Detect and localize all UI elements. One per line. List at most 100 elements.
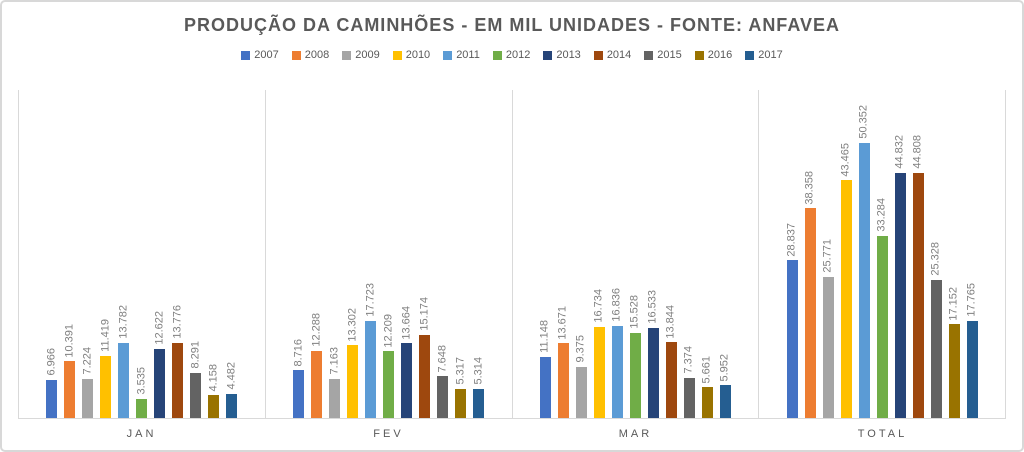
bar-value-label: 13.664 [400, 305, 413, 340]
bar-2016-fev [455, 388, 467, 418]
legend-label: 2016 [707, 49, 733, 61]
bar-2013-mar [647, 327, 659, 418]
legend-item-2008: 2008 [291, 49, 330, 61]
bar-2007-jan [46, 379, 58, 418]
bar-2015-fev [437, 376, 449, 418]
category-label-jan: JAN [126, 428, 157, 440]
legend-item-2012: 2012 [492, 49, 531, 61]
bar-column-2010-mar: 16.734 [592, 90, 605, 418]
bar-2011-jan [118, 342, 130, 418]
bar-column-2012-jan: 3.535 [135, 90, 148, 418]
bar-value-label: 5.952 [718, 353, 731, 382]
bar-column-2009-jan: 7.224 [81, 90, 94, 418]
legend-label: 2014 [606, 49, 632, 61]
bar-2014-fev [419, 335, 431, 418]
category-axis: JAN FEV MAR TOTAL [18, 419, 1006, 450]
bar-column-2007-fev: 8.716 [292, 90, 305, 418]
bar-column-2008-total: 38.358 [803, 90, 816, 418]
bar-value-label: 13.782 [117, 305, 130, 339]
bar-2014-total [912, 173, 924, 418]
bar-value-label: 5.314 [472, 357, 485, 385]
bar-2010-jan [100, 355, 112, 418]
bar-column-2008-jan: 10.391 [63, 90, 76, 418]
bar-column-2016-mar: 5.661 [700, 90, 713, 418]
bar-column-2015-fev: 7.648 [436, 90, 449, 418]
chart-title: PRODUÇÃO DA CAMINHÕES - EM MIL UNIDADES … [183, 15, 840, 35]
bar-column-2013-mar: 16.533 [646, 90, 659, 418]
bar-2009-total [822, 277, 834, 418]
legend-swatch-icon [291, 50, 301, 60]
legend-swatch-icon [392, 50, 402, 60]
legend-swatch-icon [443, 50, 453, 60]
bar-2008-fev [311, 350, 323, 418]
bar-value-label: 15.528 [628, 295, 641, 330]
legend-label: 2007 [254, 49, 279, 61]
bar-column-2015-total: 25.328 [930, 90, 942, 418]
bar-value-label: 13.671 [556, 305, 569, 340]
bar-2013-jan [154, 349, 166, 418]
bar-column-2011-jan: 13.782 [117, 90, 130, 418]
bar-value-label: 9.375 [574, 335, 587, 363]
bar-column-2012-total: 33.284 [875, 90, 888, 418]
bar-value-label: 16.533 [646, 289, 659, 324]
bar-column-2017-fev: 5.314 [472, 90, 485, 418]
bar-2016-total [948, 324, 960, 418]
legend-label: 2008 [304, 49, 330, 61]
legend-swatch-icon [694, 50, 704, 60]
bar-2013-fev [401, 343, 413, 418]
bar-2017-total [966, 320, 978, 418]
bar-2007-total [786, 260, 798, 418]
category-label-total: TOTAL [857, 428, 908, 440]
bar-2010-mar [593, 326, 605, 418]
bar-value-label: 16.734 [592, 288, 605, 323]
category-group-jan: 6.966 10.391 7.224 11.419 13.782 3.535 12.622 1… [18, 90, 265, 418]
bar-2009-fev [329, 378, 341, 418]
bar-value-label: 38.358 [803, 170, 816, 205]
bar-value-label: 5.317 [454, 357, 467, 385]
legend-item-2011: 2011 [443, 49, 480, 61]
bar-value-label: 12.622 [153, 311, 166, 345]
bar-value-label: 7.648 [436, 344, 449, 373]
legend-swatch-icon [593, 50, 603, 60]
bar-column-2017-total: 17.765 [965, 90, 978, 418]
bar-value-label: 13.302 [346, 307, 359, 342]
legend-label: 2009 [355, 49, 380, 61]
bar-2009-jan [82, 378, 94, 418]
bar-2008-jan [64, 361, 76, 418]
bar-column-2016-fev: 5.317 [454, 90, 467, 418]
bar-value-label: 4.158 [207, 363, 220, 392]
bar-column-2009-total: 25.771 [822, 90, 834, 418]
bar-value-label: 13.776 [171, 305, 184, 339]
bar-value-label: 7.224 [81, 346, 94, 375]
bar-column-2013-jan: 12.622 [153, 90, 166, 418]
bar-value-label: 17.765 [965, 283, 978, 317]
bar-value-label: 33.284 [875, 198, 888, 233]
bar-2010-fev [347, 345, 359, 418]
bar-value-label: 44.832 [893, 135, 906, 169]
bar-value-label: 12.288 [310, 313, 323, 347]
legend-swatch-icon [492, 50, 502, 60]
bar-2010-total [840, 180, 852, 418]
bar-column-2013-fev: 13.664 [400, 90, 413, 418]
legend-swatch-icon [241, 50, 251, 60]
bar-column-2007-jan: 6.966 [45, 90, 58, 418]
legend-label: 2012 [505, 49, 531, 61]
bar-value-label: 7.374 [682, 346, 695, 374]
bar-value-label: 8.716 [292, 338, 305, 367]
bar-column-2013-total: 44.832 [893, 90, 906, 418]
bar-column-2007-mar: 11.148 [539, 90, 551, 418]
bar-2011-fev [365, 321, 377, 418]
bar-column-2012-mar: 15.528 [628, 90, 641, 418]
bar-column-2015-mar: 7.374 [682, 90, 695, 418]
bar-column-2007-total: 28.837 [786, 90, 798, 418]
bar-2008-mar [557, 343, 569, 418]
bar-2017-fev [473, 388, 485, 418]
bar-column-2014-fev: 15.174 [418, 90, 431, 418]
bar-column-2009-mar: 9.375 [574, 90, 587, 418]
bar-value-label: 12.209 [382, 313, 395, 348]
category-label-fev: FEV [373, 428, 404, 440]
bar-2014-jan [172, 342, 184, 418]
bar-column-2008-fev: 12.288 [310, 90, 323, 418]
bar-value-label: 5.661 [700, 355, 713, 384]
